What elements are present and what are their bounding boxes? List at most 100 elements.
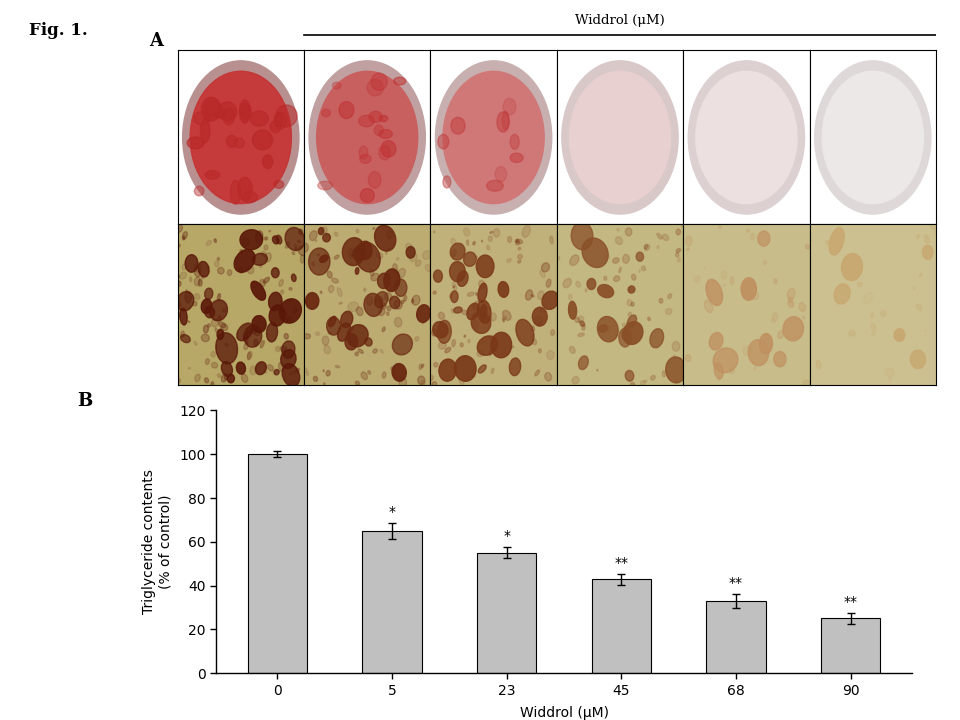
Ellipse shape [439, 312, 444, 319]
Ellipse shape [436, 61, 552, 214]
Ellipse shape [641, 266, 646, 271]
Ellipse shape [262, 251, 267, 256]
Ellipse shape [339, 302, 342, 305]
Ellipse shape [479, 281, 485, 289]
Ellipse shape [394, 77, 406, 85]
Ellipse shape [295, 310, 297, 313]
Ellipse shape [318, 181, 332, 190]
Ellipse shape [345, 333, 358, 350]
Ellipse shape [218, 102, 237, 121]
Ellipse shape [604, 276, 607, 280]
Ellipse shape [202, 308, 204, 310]
Ellipse shape [279, 299, 301, 323]
Ellipse shape [468, 292, 474, 296]
Ellipse shape [204, 288, 213, 300]
Ellipse shape [213, 109, 227, 118]
Ellipse shape [225, 375, 228, 379]
Ellipse shape [252, 253, 267, 266]
Ellipse shape [478, 283, 487, 302]
Ellipse shape [259, 279, 266, 287]
Ellipse shape [381, 140, 396, 157]
Ellipse shape [374, 225, 396, 251]
Ellipse shape [275, 113, 283, 127]
Ellipse shape [355, 352, 358, 356]
Ellipse shape [467, 303, 479, 320]
Ellipse shape [194, 341, 197, 346]
Ellipse shape [252, 130, 273, 150]
Ellipse shape [284, 333, 288, 339]
Bar [591, 579, 651, 673]
Ellipse shape [282, 341, 295, 359]
Ellipse shape [206, 240, 211, 246]
Ellipse shape [341, 311, 353, 328]
Ellipse shape [920, 274, 923, 276]
Ellipse shape [443, 176, 451, 188]
Ellipse shape [269, 292, 282, 311]
Ellipse shape [382, 327, 385, 332]
Text: Fig. 1.: Fig. 1. [29, 22, 87, 39]
Text: **: ** [844, 595, 857, 609]
Ellipse shape [323, 233, 330, 242]
Ellipse shape [718, 225, 721, 228]
Ellipse shape [676, 253, 679, 257]
Ellipse shape [264, 237, 268, 240]
Ellipse shape [236, 362, 246, 374]
Text: Widdrol (μM): Widdrol (μM) [575, 14, 665, 27]
Ellipse shape [434, 362, 438, 367]
Ellipse shape [387, 230, 393, 239]
Ellipse shape [550, 236, 553, 244]
Ellipse shape [178, 276, 180, 278]
Ellipse shape [627, 300, 632, 306]
Ellipse shape [292, 252, 295, 255]
Ellipse shape [617, 228, 619, 231]
Ellipse shape [332, 82, 341, 89]
Ellipse shape [278, 362, 284, 372]
Ellipse shape [568, 294, 572, 300]
Ellipse shape [372, 228, 374, 230]
Ellipse shape [517, 254, 522, 259]
Ellipse shape [502, 112, 509, 130]
Ellipse shape [285, 242, 290, 248]
Ellipse shape [178, 302, 181, 306]
Ellipse shape [280, 290, 283, 294]
Ellipse shape [286, 317, 292, 322]
Ellipse shape [406, 246, 415, 258]
Ellipse shape [365, 338, 372, 346]
Ellipse shape [269, 305, 285, 326]
Ellipse shape [395, 279, 407, 297]
Ellipse shape [303, 368, 307, 372]
Ellipse shape [759, 333, 773, 354]
Ellipse shape [332, 278, 338, 283]
Ellipse shape [395, 300, 402, 309]
Ellipse shape [388, 248, 389, 250]
Ellipse shape [371, 274, 379, 281]
Ellipse shape [578, 316, 584, 323]
Ellipse shape [518, 248, 520, 250]
Text: B: B [77, 392, 92, 410]
Ellipse shape [187, 137, 204, 149]
Ellipse shape [864, 293, 873, 304]
Ellipse shape [313, 377, 318, 382]
Y-axis label: Triglyceride contents
(% of control): Triglyceride contents (% of control) [142, 469, 172, 614]
Ellipse shape [194, 267, 201, 276]
Ellipse shape [829, 228, 844, 255]
Ellipse shape [273, 236, 279, 244]
Text: A: A [149, 32, 163, 50]
Ellipse shape [182, 232, 187, 239]
Ellipse shape [842, 253, 862, 281]
Ellipse shape [450, 243, 465, 260]
Bar [362, 531, 421, 673]
Ellipse shape [788, 297, 793, 303]
Ellipse shape [502, 316, 507, 319]
Ellipse shape [525, 290, 533, 300]
Ellipse shape [639, 270, 640, 272]
Ellipse shape [439, 359, 456, 381]
Ellipse shape [477, 336, 497, 355]
Ellipse shape [339, 102, 354, 119]
Ellipse shape [569, 346, 575, 354]
Ellipse shape [662, 234, 669, 240]
Ellipse shape [449, 261, 466, 282]
Ellipse shape [531, 294, 534, 297]
Ellipse shape [428, 375, 433, 380]
Ellipse shape [182, 264, 186, 270]
